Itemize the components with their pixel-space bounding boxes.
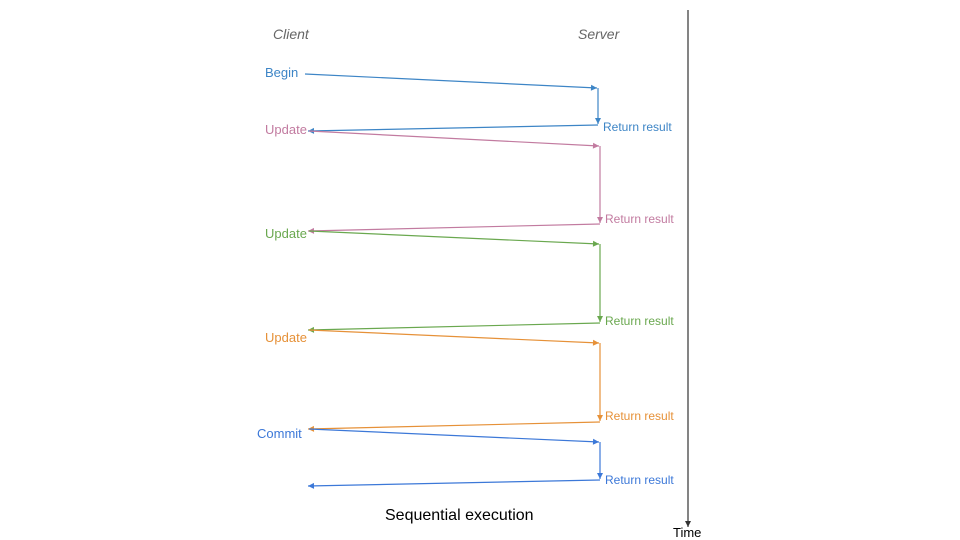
caption: Sequential execution <box>385 507 534 524</box>
time-axis-label: Time <box>673 525 702 540</box>
response-arrow <box>307 124 599 134</box>
step-label-update-3: Update <box>265 330 307 345</box>
time-axis-arrow <box>685 10 691 527</box>
server-processing-arrow <box>597 244 603 322</box>
step-label-begin: Begin <box>265 65 299 80</box>
client-header: Client <box>273 26 309 42</box>
result-label-1: Return result <box>603 120 672 134</box>
request-arrow <box>308 428 600 445</box>
step-label-update-2: Update <box>265 226 307 241</box>
result-label-3: Return result <box>605 314 674 328</box>
server-processing-arrow <box>597 146 603 223</box>
server-processing-arrow <box>597 343 603 421</box>
request-arrow <box>308 130 600 149</box>
request-arrow <box>308 329 600 346</box>
result-label-2: Return result <box>605 212 674 226</box>
response-arrow <box>307 479 601 489</box>
server-processing-arrow <box>597 442 603 479</box>
request-arrow <box>308 230 600 247</box>
result-label-5: Return result <box>605 473 674 487</box>
server-header: Server <box>578 26 620 42</box>
step-label-update-1: Update <box>265 122 307 137</box>
result-label-4: Return result <box>605 409 674 423</box>
step-label-commit: Commit <box>257 426 302 441</box>
request-arrow <box>304 73 598 91</box>
server-processing-arrow <box>595 88 601 124</box>
